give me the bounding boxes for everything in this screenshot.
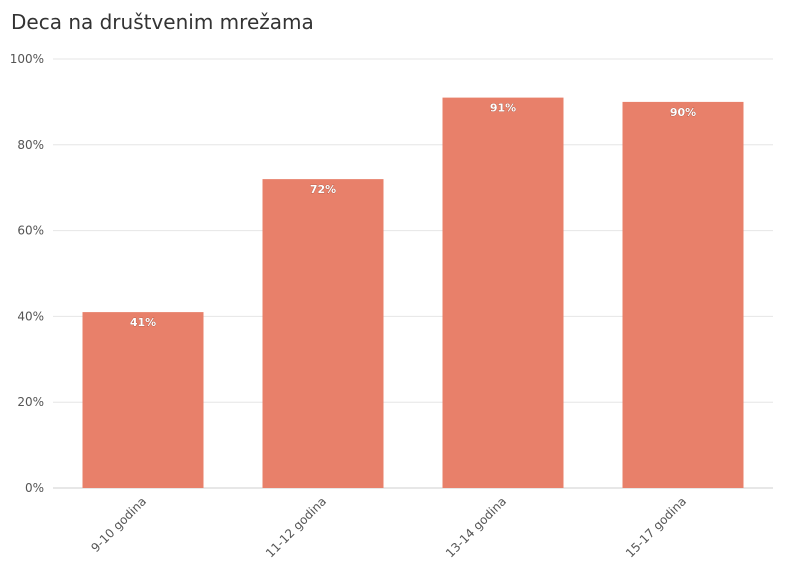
bar	[262, 179, 384, 488]
y-tick-label: 40%	[17, 309, 44, 323]
x-tick-label: 15-17 godina	[623, 494, 689, 560]
data-label: 41%	[130, 316, 156, 329]
y-tick-label: 60%	[17, 224, 44, 238]
bars	[82, 97, 744, 489]
y-tick-label: 20%	[17, 395, 44, 409]
chart-title: Deca na društvenim mrežama	[11, 10, 314, 34]
data-labels: 41% 72% 91% 90%	[130, 101, 697, 329]
y-tick-label: 100%	[10, 52, 44, 66]
data-label: 91%	[490, 102, 516, 115]
y-axis: 0% 20% 40% 60% 80% 100%	[10, 52, 44, 495]
x-tick-label: 13-14 godina	[443, 494, 509, 560]
y-tick-label: 0%	[25, 481, 44, 495]
data-label: 72%	[310, 183, 336, 196]
x-tick-label: 9-10 godina	[88, 494, 149, 555]
y-tick-label: 80%	[17, 138, 44, 152]
bar	[622, 101, 744, 489]
x-tick-label: 11-12 godina	[263, 494, 329, 560]
x-axis: 9-10 godina 11-12 godina 13-14 godina 15-17…	[88, 494, 689, 560]
data-label: 90%	[670, 106, 696, 119]
bar	[442, 97, 564, 489]
bar	[82, 312, 204, 488]
